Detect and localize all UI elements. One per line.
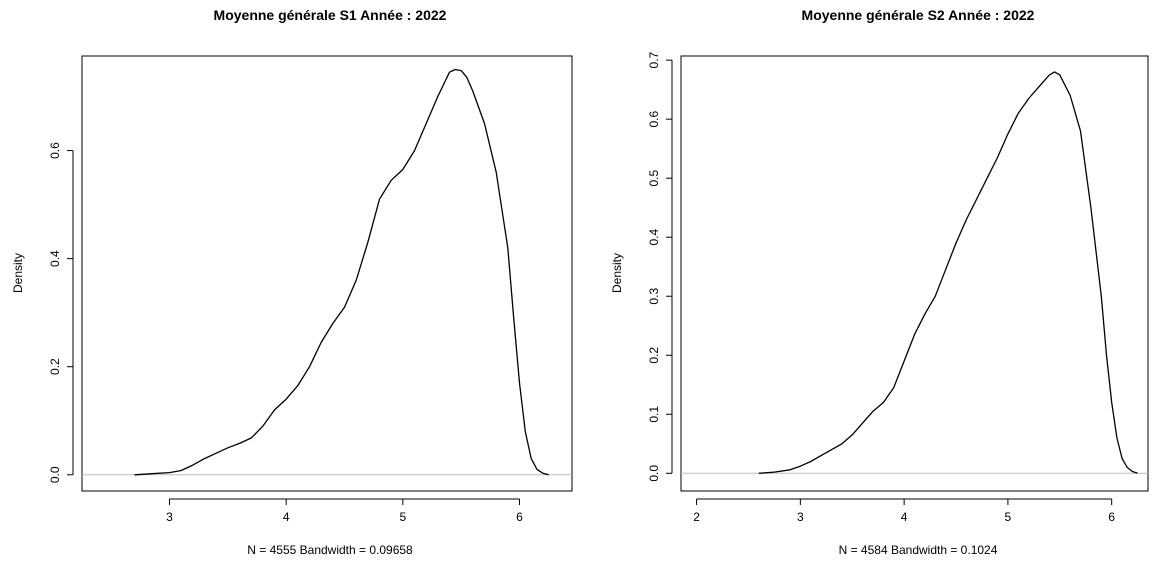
plot-area-s2	[681, 71, 1148, 474]
x-tick-label: 5	[399, 510, 406, 524]
x-axis-label-s2: N = 4584 Bandwidth = 0.1024	[839, 543, 998, 557]
y-tick-label: 0.4	[647, 229, 661, 246]
y-tick-label: 0.5	[647, 170, 661, 187]
y-axis-s2: 0.0 0.1 0.2 0.3 0.4 0.5 0.6 0.7	[647, 51, 673, 482]
chart-title-s1: Moyenne générale S1 Année : 2022	[214, 7, 447, 23]
y-axis-s1: 0.0 0.2 0.4 0.6	[48, 142, 74, 483]
x-axis-s2: 2 3 4 5 6	[693, 498, 1115, 524]
x-tick-label: 2	[693, 510, 700, 524]
plot-frame-s2	[680, 55, 1149, 492]
plot-area-s1	[82, 68, 572, 476]
y-tick-label: 0.6	[647, 110, 661, 127]
chart-title-s2: Moyenne générale S2 Année : 2022	[802, 7, 1035, 23]
y-tick-label: 0.0	[48, 466, 62, 483]
y-tick-label: 0.2	[48, 358, 62, 375]
plot-frame-s1	[81, 55, 573, 492]
y-axis-label-s1: Density	[11, 253, 25, 293]
y-tick-label: 0.2	[647, 347, 661, 364]
x-axis-label-s1: N = 4555 Bandwidth = 0.09658	[247, 543, 413, 557]
y-tick-label: 0.4	[48, 250, 62, 267]
x-tick-label: 4	[901, 510, 908, 524]
y-tick-label: 0.3	[647, 288, 661, 305]
x-tick-label: 5	[1005, 510, 1012, 524]
y-tick-label: 0.6	[48, 142, 62, 159]
x-tick-label: 6	[516, 510, 523, 524]
x-tick-label: 3	[797, 510, 804, 524]
x-tick-label: 4	[283, 510, 290, 524]
density-curve-s1	[134, 68, 549, 476]
y-tick-label: 0.7	[647, 51, 661, 68]
x-tick-label: 3	[166, 510, 173, 524]
y-tick-label: 0.0	[647, 465, 661, 482]
y-tick-label: 0.1	[647, 406, 661, 423]
density-plot-s1: Moyenne générale S1 Année : 2022 N = 455…	[11, 7, 573, 557]
x-tick-label: 6	[1108, 510, 1115, 524]
density-plot-s2: Moyenne générale S2 Année : 2022 N = 458…	[610, 7, 1149, 557]
x-axis-s1: 3 4 5 6	[166, 498, 523, 524]
density-curve-s2	[758, 71, 1138, 474]
y-axis-label-s2: Density	[610, 253, 624, 293]
